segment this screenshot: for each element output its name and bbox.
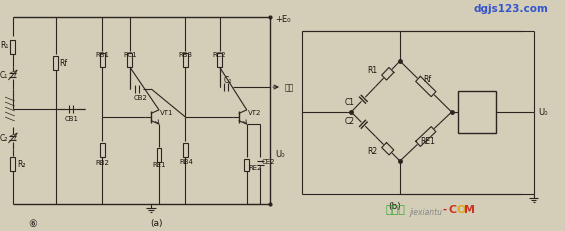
- Text: >: >: [467, 105, 480, 120]
- Text: Uf: Uf: [462, 106, 469, 112]
- Bar: [10, 41, 15, 55]
- Text: C₂: C₂: [0, 134, 8, 143]
- Bar: [53, 57, 58, 71]
- Text: O: O: [457, 204, 466, 214]
- Text: dgjs123.com: dgjs123.com: [473, 4, 548, 14]
- Text: CB2: CB2: [133, 94, 147, 100]
- Text: RE2: RE2: [248, 164, 262, 170]
- Text: RB3: RB3: [179, 52, 193, 58]
- Text: RE1: RE1: [420, 137, 435, 145]
- Text: RC2: RC2: [213, 52, 226, 58]
- Text: C₀: C₀: [224, 76, 232, 85]
- Text: -: -: [443, 204, 447, 214]
- Polygon shape: [416, 127, 436, 147]
- Polygon shape: [416, 77, 436, 97]
- Text: U₀: U₀: [275, 150, 285, 159]
- Text: R2: R2: [367, 147, 377, 155]
- Text: VT1: VT1: [160, 109, 173, 116]
- Text: Rf: Rf: [424, 75, 432, 84]
- Bar: [183, 54, 188, 68]
- Text: C: C: [449, 204, 457, 214]
- Text: RB4: RB4: [180, 158, 193, 164]
- Bar: [458, 92, 496, 134]
- Text: CE2: CE2: [262, 158, 275, 164]
- Bar: [10, 157, 15, 171]
- Bar: [245, 159, 249, 171]
- Text: (b): (b): [389, 202, 402, 211]
- Text: RC1: RC1: [123, 52, 137, 58]
- Text: U₀: U₀: [538, 108, 548, 117]
- Text: C1: C1: [345, 97, 355, 106]
- Text: +E₀: +E₀: [275, 14, 290, 23]
- Text: R₂: R₂: [18, 160, 26, 169]
- Text: Rf: Rf: [59, 58, 68, 67]
- Polygon shape: [382, 68, 394, 81]
- Bar: [217, 54, 222, 68]
- Text: jiexiantu: jiexiantu: [410, 208, 443, 217]
- Text: 输出: 输出: [285, 83, 294, 92]
- Bar: [100, 143, 105, 157]
- Polygon shape: [382, 143, 394, 155]
- Bar: [157, 148, 162, 162]
- Bar: [100, 54, 105, 68]
- Text: M: M: [464, 204, 475, 214]
- Bar: [183, 143, 188, 157]
- Text: R₁: R₁: [0, 41, 8, 50]
- Text: C₁: C₁: [0, 71, 8, 80]
- Text: ⑥: ⑥: [28, 218, 37, 228]
- Text: RE1: RE1: [152, 161, 166, 167]
- Text: R1: R1: [367, 66, 377, 75]
- Text: 接线图: 接线图: [385, 204, 405, 214]
- Text: VT2: VT2: [248, 109, 262, 116]
- Text: C2: C2: [345, 116, 355, 125]
- Text: CB1: CB1: [64, 116, 79, 122]
- Text: (a): (a): [150, 219, 162, 228]
- Text: RB2: RB2: [95, 159, 110, 165]
- Bar: [127, 54, 132, 68]
- Text: RB1: RB1: [95, 52, 110, 58]
